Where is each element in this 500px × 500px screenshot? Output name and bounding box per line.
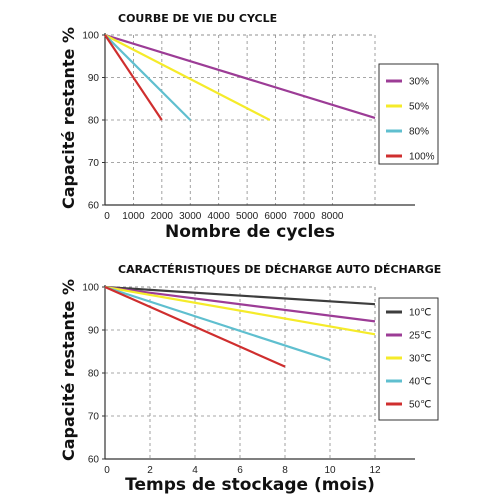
legend-label: 80% <box>409 127 429 138</box>
legend-label: 10℃ <box>409 308 431 319</box>
x-tick-label: 8000 <box>321 211 344 222</box>
x-tick-label: 1000 <box>122 211 145 222</box>
y-tick-label: 80 <box>88 116 100 127</box>
x-tick-label: 10 <box>324 465 336 476</box>
legend-box <box>378 63 439 165</box>
y-axis-label: Capacité restante % <box>59 279 78 461</box>
y-tick-label: 90 <box>88 73 100 84</box>
y-tick-label: 70 <box>88 158 100 169</box>
x-tick-label: 4000 <box>208 211 231 222</box>
legend-label: 100% <box>409 152 435 163</box>
chart-title: COURBE DE VIE DU CYCLE <box>118 12 277 25</box>
series-line <box>104 285 286 368</box>
legend-label: 50℃ <box>409 400 431 411</box>
y-axis-label: Capacité restante % <box>59 27 78 209</box>
y-tick-label: 60 <box>88 455 100 466</box>
x-axis-label: Nombre de cycles <box>165 222 335 242</box>
series-line <box>104 34 271 121</box>
y-tick-label: 100 <box>82 283 99 294</box>
legend-label: 40℃ <box>409 377 431 388</box>
series-line <box>104 33 376 119</box>
y-tick-label: 70 <box>88 412 100 423</box>
series-line <box>104 285 376 336</box>
x-axis-label: Temps de stockage (mois) <box>125 475 375 495</box>
series-line <box>104 285 331 362</box>
x-tick-label: 0 <box>104 465 110 476</box>
legend-label: 25℃ <box>409 331 431 342</box>
self-discharge-chart: CARACTÉRISTIQUES DE DÉCHARGE AUTO DÉCHAR… <box>59 263 441 495</box>
legend-label: 30℃ <box>409 354 431 365</box>
series-line <box>104 285 376 306</box>
series-line <box>104 34 163 121</box>
x-tick-label: 7000 <box>293 211 316 222</box>
x-tick-label: 2000 <box>151 211 174 222</box>
y-tick-label: 100 <box>82 31 99 42</box>
x-tick-label: 6000 <box>264 211 287 222</box>
legend-label: 30% <box>409 77 429 88</box>
y-tick-label: 80 <box>88 369 100 380</box>
x-tick-label: 8 <box>282 465 288 476</box>
chart-title: CARACTÉRISTIQUES DE DÉCHARGE AUTO DÉCHAR… <box>118 263 441 276</box>
legend-label: 50% <box>409 102 429 113</box>
x-tick-label: 4 <box>192 465 198 476</box>
x-tick-label: 6 <box>237 465 243 476</box>
x-tick-label: 3000 <box>179 211 202 222</box>
series-line <box>104 34 192 121</box>
y-tick-label: 90 <box>88 326 100 337</box>
x-tick-label: 12 <box>369 465 381 476</box>
x-tick-label: 2 <box>147 465 153 476</box>
x-tick-label: 5000 <box>236 211 259 222</box>
y-tick-label: 60 <box>88 201 100 212</box>
x-tick-label: 0 <box>104 211 110 222</box>
series-line <box>104 285 376 323</box>
